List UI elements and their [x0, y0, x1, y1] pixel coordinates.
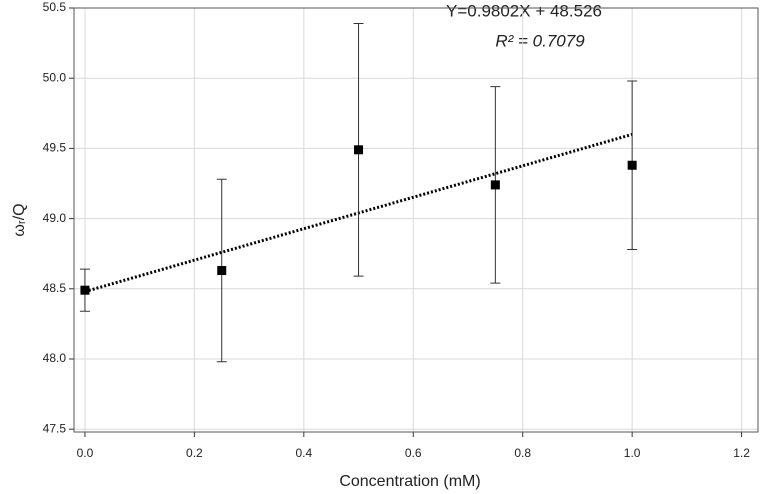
y-tick-label: 47.5	[43, 421, 67, 435]
data-point	[354, 145, 364, 155]
y-tick-label: 49.5	[43, 141, 67, 155]
x-tick-label: 0.2	[186, 446, 203, 460]
y-tick-label: 50.0	[43, 70, 67, 84]
y-tick-label: 50.5	[43, 0, 67, 14]
x-tick-label: 1.0	[624, 446, 641, 460]
equation: Y=0.9802X + 48.526	[446, 1, 602, 20]
data-point	[627, 160, 637, 170]
y-tick-label: 48.5	[43, 281, 67, 295]
x-tick-label: 0.6	[405, 446, 422, 460]
data-point	[490, 180, 500, 190]
x-tick-label: 0.0	[77, 446, 94, 460]
x-tick-label: 1.2	[733, 446, 750, 460]
data-point	[217, 266, 227, 276]
x-axis-label: Concentration (mM)	[339, 473, 480, 490]
x-tick-label: 0.4	[295, 446, 312, 460]
y-axis-label: ωᵣ/Q	[11, 203, 28, 236]
y-tick-label: 48.0	[43, 351, 67, 365]
r-squared: R² = 0.7079	[495, 31, 585, 50]
plot-frame	[73, 7, 759, 433]
data-point	[80, 285, 90, 295]
y-tick-label: 49.0	[43, 211, 67, 225]
x-tick-label: 0.8	[514, 446, 531, 460]
